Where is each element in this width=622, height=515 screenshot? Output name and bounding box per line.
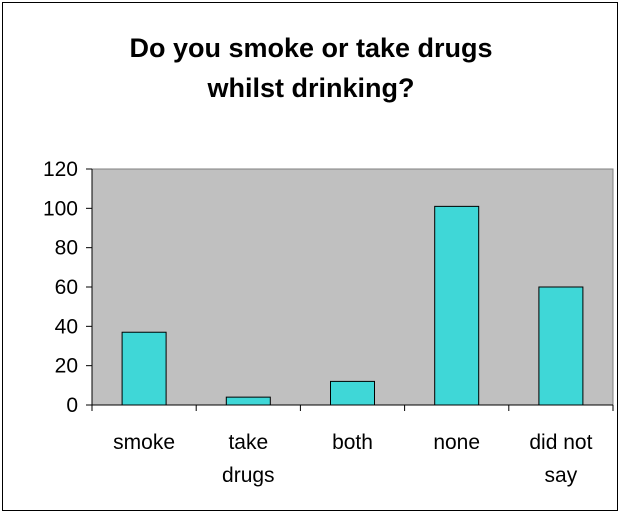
y-tick-label: 60: [55, 276, 78, 299]
chart-title-line-2: whilst drinking?: [207, 73, 415, 103]
y-tick-label: 100: [43, 197, 78, 220]
y-tick-label: 40: [55, 315, 78, 338]
x-axis-ticks: smoke take drugs both none did not say: [91, 405, 614, 487]
chart-title-line-1: Do you smoke or take drugs: [129, 33, 493, 63]
bar-3: [434, 205, 480, 406]
y-tick-label: 120: [43, 158, 78, 181]
bar-2: [330, 380, 375, 406]
x-tick-label: did not say: [529, 431, 592, 487]
bar-1: [225, 396, 271, 406]
y-tick-label: 20: [55, 355, 78, 378]
plot-area: [91, 168, 614, 406]
x-tick-label: none: [433, 431, 480, 454]
y-tick-label: 80: [55, 237, 78, 260]
x-tick-label: both: [332, 431, 373, 454]
bar-0: [121, 331, 167, 406]
x-tick-label: smoke: [113, 431, 175, 454]
x-tick-label: take drugs: [222, 431, 275, 487]
bar-4: [538, 286, 584, 406]
y-axis-ticks: 0 20 40 60 80 100 120: [43, 158, 92, 417]
chart-title: Do you smoke or take drugs whilst drinki…: [0, 28, 622, 108]
bars-group: [121, 205, 584, 406]
y-tick-label: 0: [66, 394, 78, 417]
